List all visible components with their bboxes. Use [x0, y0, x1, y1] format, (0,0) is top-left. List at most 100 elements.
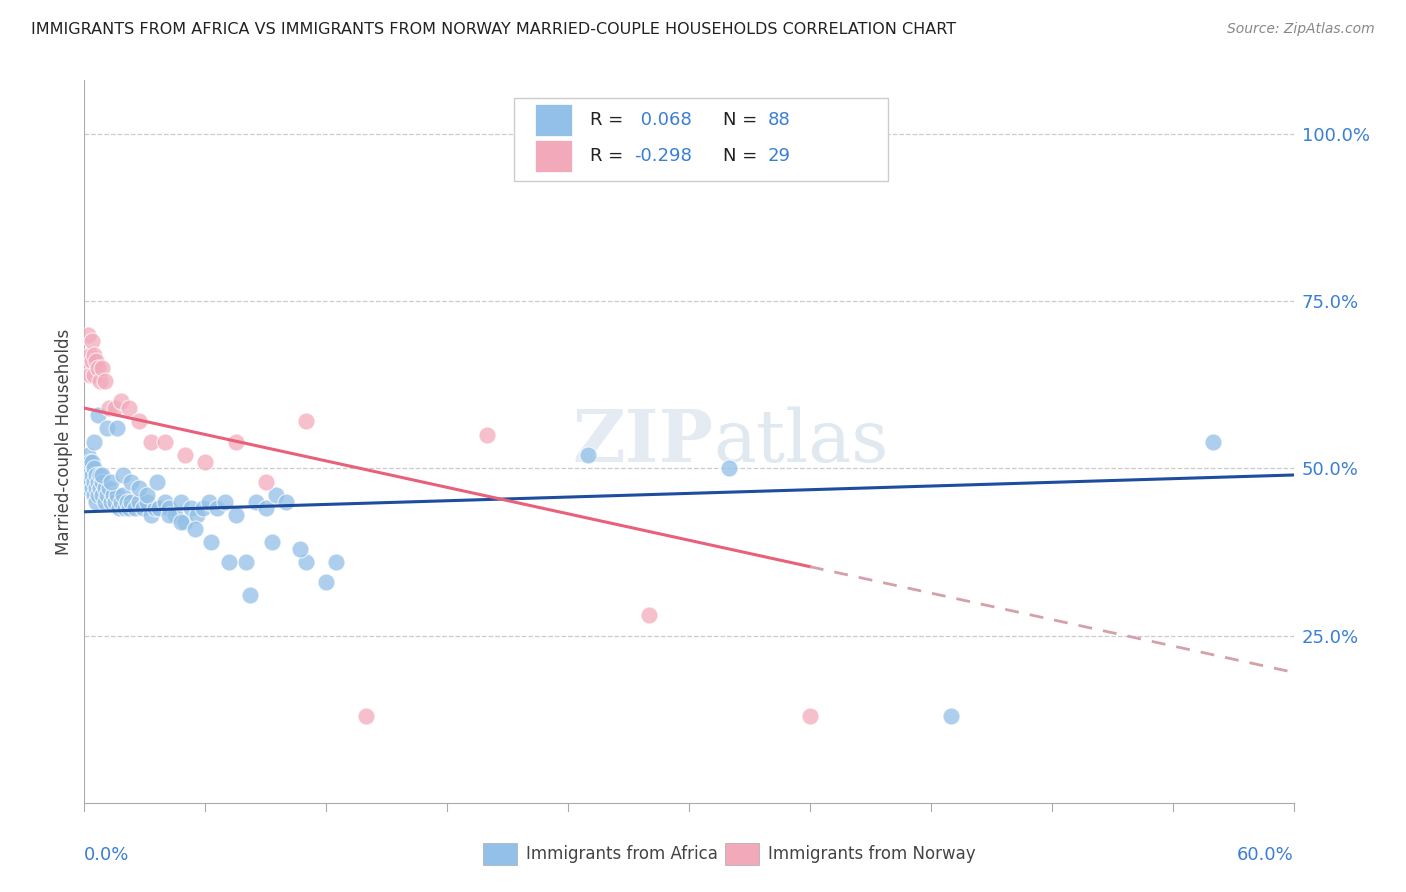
Point	[86, 494, 108, 508]
Point	[79, 455, 101, 469]
Point	[93, 494, 115, 508]
Point	[75, 354, 97, 368]
Point	[82, 455, 104, 469]
Point	[264, 488, 287, 502]
Point	[87, 361, 110, 376]
Point	[325, 555, 347, 569]
Text: atlas: atlas	[713, 406, 889, 477]
Point	[105, 421, 128, 435]
Point	[799, 708, 821, 723]
Point	[77, 448, 100, 462]
Point	[477, 427, 499, 442]
Point	[97, 401, 120, 416]
Point	[89, 482, 111, 496]
Point	[218, 555, 240, 569]
Point	[118, 401, 141, 416]
Point	[239, 589, 262, 603]
Text: 60.0%: 60.0%	[1237, 847, 1294, 864]
Text: -0.298: -0.298	[634, 147, 692, 165]
Point	[114, 501, 136, 516]
Text: N =: N =	[723, 111, 763, 129]
Text: ZIP: ZIP	[572, 406, 713, 477]
Text: IMMIGRANTS FROM AFRICA VS IMMIGRANTS FROM NORWAY MARRIED-COUPLE HOUSEHOLDS CORRE: IMMIGRANTS FROM AFRICA VS IMMIGRANTS FRO…	[31, 22, 956, 37]
Y-axis label: Married-couple Households: Married-couple Households	[55, 328, 73, 555]
Point	[110, 394, 132, 409]
Text: Immigrants from Africa: Immigrants from Africa	[526, 845, 717, 863]
Point	[104, 401, 127, 416]
Point	[82, 334, 104, 349]
Point	[97, 482, 120, 496]
Point	[356, 708, 378, 723]
Point	[93, 482, 115, 496]
Point	[77, 327, 100, 342]
Text: 29: 29	[768, 147, 790, 165]
Point	[225, 434, 247, 449]
Point	[79, 348, 101, 362]
Point	[146, 475, 169, 489]
Point	[91, 361, 114, 376]
Text: 0.0%: 0.0%	[84, 847, 129, 864]
Point	[718, 461, 741, 475]
Point	[79, 461, 101, 475]
Point	[143, 501, 166, 516]
Point	[1202, 434, 1225, 449]
Point	[124, 501, 146, 516]
Point	[93, 375, 115, 389]
Point	[75, 455, 97, 469]
Text: Immigrants from Norway: Immigrants from Norway	[768, 845, 976, 863]
Point	[235, 555, 257, 569]
Point	[118, 501, 141, 516]
Point	[101, 488, 124, 502]
Point	[96, 421, 118, 435]
Point	[111, 467, 134, 482]
Point	[274, 494, 297, 508]
Point	[91, 467, 114, 482]
Point	[157, 501, 180, 516]
Point	[148, 501, 170, 516]
Point	[87, 488, 110, 502]
Bar	[536, 103, 572, 136]
Point	[107, 501, 129, 516]
Point	[89, 467, 111, 482]
Point	[135, 488, 157, 502]
Point	[153, 494, 176, 508]
Point	[91, 488, 114, 502]
Point	[174, 515, 197, 529]
Point	[83, 368, 105, 382]
Point	[75, 467, 97, 482]
Point	[86, 354, 108, 368]
Point	[174, 448, 197, 462]
Point	[110, 494, 132, 508]
Point	[128, 414, 150, 429]
Point	[132, 501, 155, 516]
Point	[254, 475, 277, 489]
Point	[115, 494, 138, 508]
Point	[180, 501, 202, 516]
Point	[184, 521, 207, 535]
Point	[157, 508, 180, 523]
Point	[315, 575, 337, 590]
Point	[260, 534, 283, 549]
Point	[100, 494, 122, 508]
Point	[83, 434, 105, 449]
Point	[83, 461, 105, 475]
Point	[194, 455, 217, 469]
Point	[83, 348, 105, 362]
Point	[254, 501, 277, 516]
Text: R =: R =	[589, 147, 628, 165]
Point	[83, 488, 105, 502]
Point	[245, 494, 267, 508]
Point	[82, 354, 104, 368]
Point	[77, 482, 100, 496]
Point	[135, 494, 157, 508]
Point	[637, 608, 659, 623]
Point	[86, 467, 108, 482]
Point	[111, 488, 134, 502]
Point	[295, 555, 318, 569]
Point	[225, 508, 247, 523]
Text: 0.068: 0.068	[634, 111, 692, 129]
Bar	[484, 843, 517, 865]
Bar	[725, 843, 759, 865]
Point	[87, 475, 110, 489]
Point	[139, 508, 162, 523]
